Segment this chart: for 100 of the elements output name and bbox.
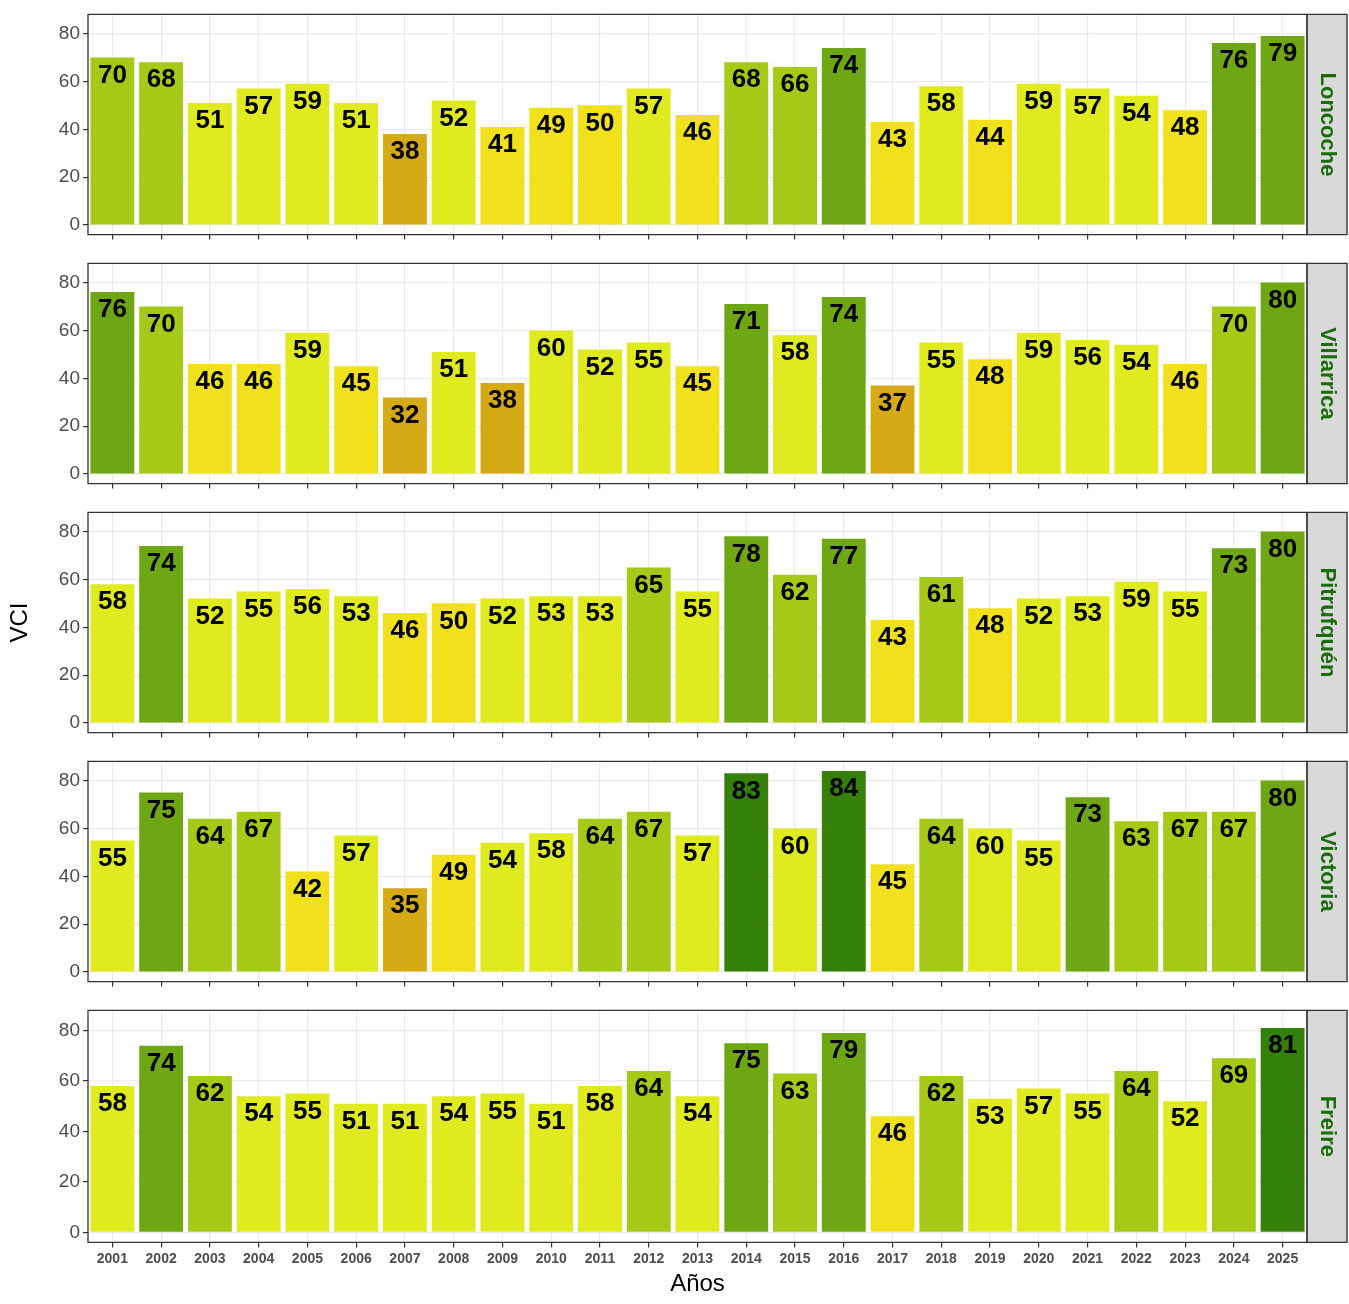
data-label: 54	[1121, 345, 1152, 376]
data-label: 58	[780, 336, 810, 367]
data-label: 55	[1073, 1094, 1103, 1125]
data-label: 64	[926, 820, 957, 851]
y-tick-label: 0	[69, 960, 80, 982]
data-label: 50	[585, 106, 615, 137]
bar	[334, 835, 379, 972]
bar	[675, 1096, 720, 1232]
bar	[773, 1073, 817, 1232]
bar	[285, 588, 330, 723]
data-label: 45	[683, 367, 712, 398]
bar	[1065, 1093, 1110, 1232]
bar	[675, 114, 720, 225]
x-tick-label: 2018	[925, 1249, 958, 1266]
bar	[1065, 797, 1110, 972]
y-tick-label: 80	[58, 768, 80, 790]
x-tick-label: 2001	[96, 1249, 129, 1266]
data-label: 52	[1024, 599, 1054, 630]
x-tick-label: 2011	[584, 1249, 616, 1266]
data-label: 79	[829, 1034, 859, 1065]
x-tick-label: 2004	[243, 1249, 275, 1266]
data-label: 77	[829, 539, 859, 570]
data-label: 59	[292, 84, 322, 115]
bar	[334, 1103, 379, 1232]
bar	[724, 536, 769, 723]
x-tick-label: 2005	[291, 1249, 324, 1266]
data-label: 65	[634, 568, 664, 599]
bar	[187, 102, 232, 225]
y-tick-label: 40	[58, 117, 80, 139]
y-tick-label: 40	[58, 366, 80, 388]
data-label: 54	[488, 843, 518, 874]
data-label: 84	[829, 772, 859, 803]
data-label: 46	[390, 614, 420, 645]
bar	[919, 577, 964, 723]
data-label: 32	[390, 398, 420, 429]
data-label: 68	[731, 63, 761, 94]
bar	[1260, 282, 1305, 474]
data-label: 48	[1170, 111, 1200, 142]
data-label: 55	[488, 1094, 517, 1125]
bar	[968, 359, 1012, 474]
bar	[383, 612, 427, 723]
bar	[529, 596, 574, 723]
bar	[626, 811, 671, 972]
data-label: 55	[683, 592, 712, 623]
data-label: 46	[195, 365, 225, 396]
data-label: 57	[244, 89, 274, 120]
data-label: 54	[439, 1097, 469, 1128]
bar	[578, 349, 622, 474]
bar	[529, 107, 574, 225]
bar	[870, 864, 915, 972]
data-label: 64	[195, 820, 225, 851]
text: Loncoche	[1315, 72, 1341, 177]
bar	[236, 363, 281, 474]
bar	[139, 792, 184, 972]
y-tick-label: 0	[69, 711, 80, 733]
bar	[383, 1103, 427, 1232]
data-label: 74	[146, 1046, 177, 1077]
bar	[90, 584, 135, 723]
data-label: 70	[146, 307, 176, 338]
bar	[1016, 83, 1061, 225]
bar	[1065, 88, 1110, 225]
data-label: 58	[926, 87, 956, 118]
bar	[480, 842, 525, 972]
bar	[626, 1070, 671, 1232]
bar	[334, 596, 379, 723]
bar	[578, 818, 622, 972]
data-label: 60	[536, 331, 566, 362]
x-tick-label: 2024	[1218, 1249, 1250, 1266]
bar	[578, 105, 622, 225]
data-label: 52	[585, 350, 615, 381]
data-label: 43	[878, 123, 907, 154]
data-label: 63	[780, 1074, 810, 1105]
data-label: 75	[731, 1044, 761, 1075]
bar	[919, 1075, 964, 1232]
data-label: 63	[1121, 822, 1151, 853]
data-label: 52	[488, 599, 517, 630]
data-label: 64	[585, 820, 615, 851]
bar	[383, 888, 427, 972]
text: Freire	[1315, 1095, 1341, 1157]
bar	[1016, 840, 1061, 972]
bar	[870, 620, 915, 723]
bar	[870, 1116, 915, 1232]
bar	[285, 1093, 330, 1232]
bar	[139, 62, 184, 225]
data-label: 38	[390, 135, 420, 166]
y-tick-label: 0	[69, 462, 80, 484]
data-label: 74	[829, 49, 859, 80]
x-axis-title: Años	[670, 1269, 725, 1297]
bar	[187, 598, 232, 723]
bar	[431, 1096, 476, 1232]
bar	[139, 545, 184, 723]
data-label: 57	[1024, 1089, 1054, 1120]
data-label: 49	[536, 108, 566, 139]
bar	[1065, 596, 1110, 723]
bar	[626, 88, 671, 225]
data-label: 69	[1219, 1059, 1249, 1090]
data-label: 70	[97, 58, 127, 89]
bar	[919, 818, 964, 972]
data-label: 53	[536, 597, 566, 628]
data-label: 67	[634, 812, 664, 843]
